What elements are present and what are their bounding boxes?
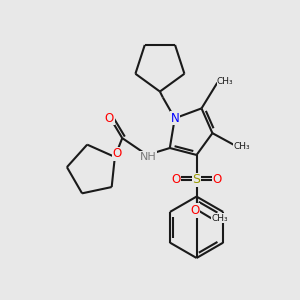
Text: CH₃: CH₃	[234, 142, 250, 151]
Text: N: N	[170, 112, 179, 125]
Text: O: O	[112, 148, 122, 160]
Text: CH₃: CH₃	[211, 214, 228, 223]
Text: O: O	[213, 173, 222, 186]
Text: NH: NH	[140, 152, 156, 162]
Text: O: O	[171, 173, 180, 186]
Text: S: S	[193, 173, 201, 186]
Text: O: O	[105, 112, 114, 125]
Text: O: O	[190, 204, 199, 217]
Text: CH₃: CH₃	[217, 77, 234, 86]
